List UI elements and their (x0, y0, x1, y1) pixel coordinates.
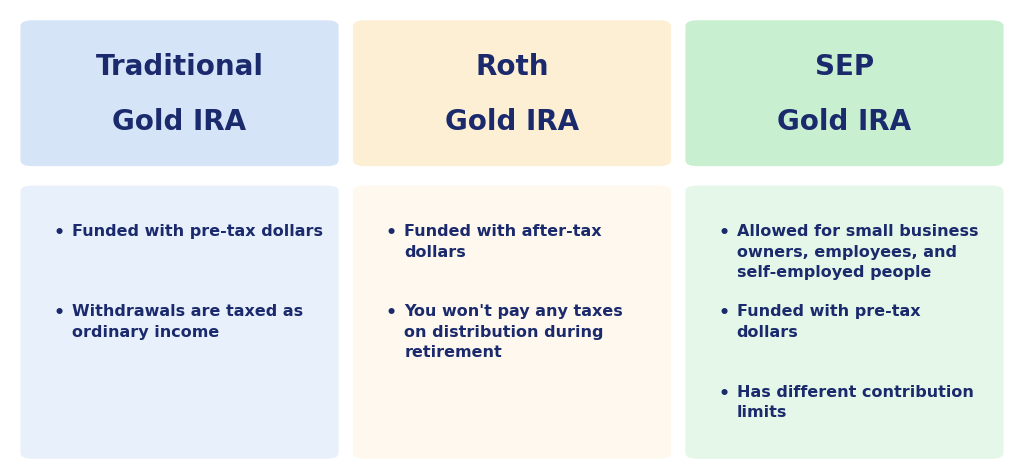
Text: •: • (718, 224, 729, 242)
FancyBboxPatch shape (20, 20, 339, 166)
Text: Funded with pre-tax dollars: Funded with pre-tax dollars (72, 224, 323, 239)
Text: Gold IRA: Gold IRA (445, 108, 579, 135)
Text: Traditional: Traditional (95, 53, 263, 81)
Text: You won't pay any taxes
on distribution during
retirement: You won't pay any taxes on distribution … (404, 304, 623, 360)
Text: •: • (718, 304, 729, 322)
Text: •: • (718, 385, 729, 403)
Text: Funded with pre-tax
dollars: Funded with pre-tax dollars (736, 304, 921, 340)
Text: Withdrawals are taxed as
ordinary income: Withdrawals are taxed as ordinary income (72, 304, 303, 340)
FancyBboxPatch shape (685, 185, 1004, 459)
Text: Gold IRA: Gold IRA (777, 108, 911, 135)
FancyBboxPatch shape (20, 185, 339, 459)
Text: Funded with after-tax
dollars: Funded with after-tax dollars (404, 224, 602, 260)
Text: •: • (386, 224, 397, 242)
FancyBboxPatch shape (685, 20, 1004, 166)
Text: Allowed for small business
owners, employees, and
self-employed people: Allowed for small business owners, emplo… (736, 224, 978, 280)
Text: Has different contribution
limits: Has different contribution limits (736, 385, 974, 420)
Text: Roth: Roth (475, 53, 549, 81)
Text: SEP: SEP (815, 53, 874, 81)
Text: •: • (53, 304, 65, 322)
FancyBboxPatch shape (353, 185, 671, 459)
Text: Gold IRA: Gold IRA (113, 108, 247, 135)
FancyBboxPatch shape (353, 20, 671, 166)
Text: •: • (386, 304, 397, 322)
Text: •: • (53, 224, 65, 242)
